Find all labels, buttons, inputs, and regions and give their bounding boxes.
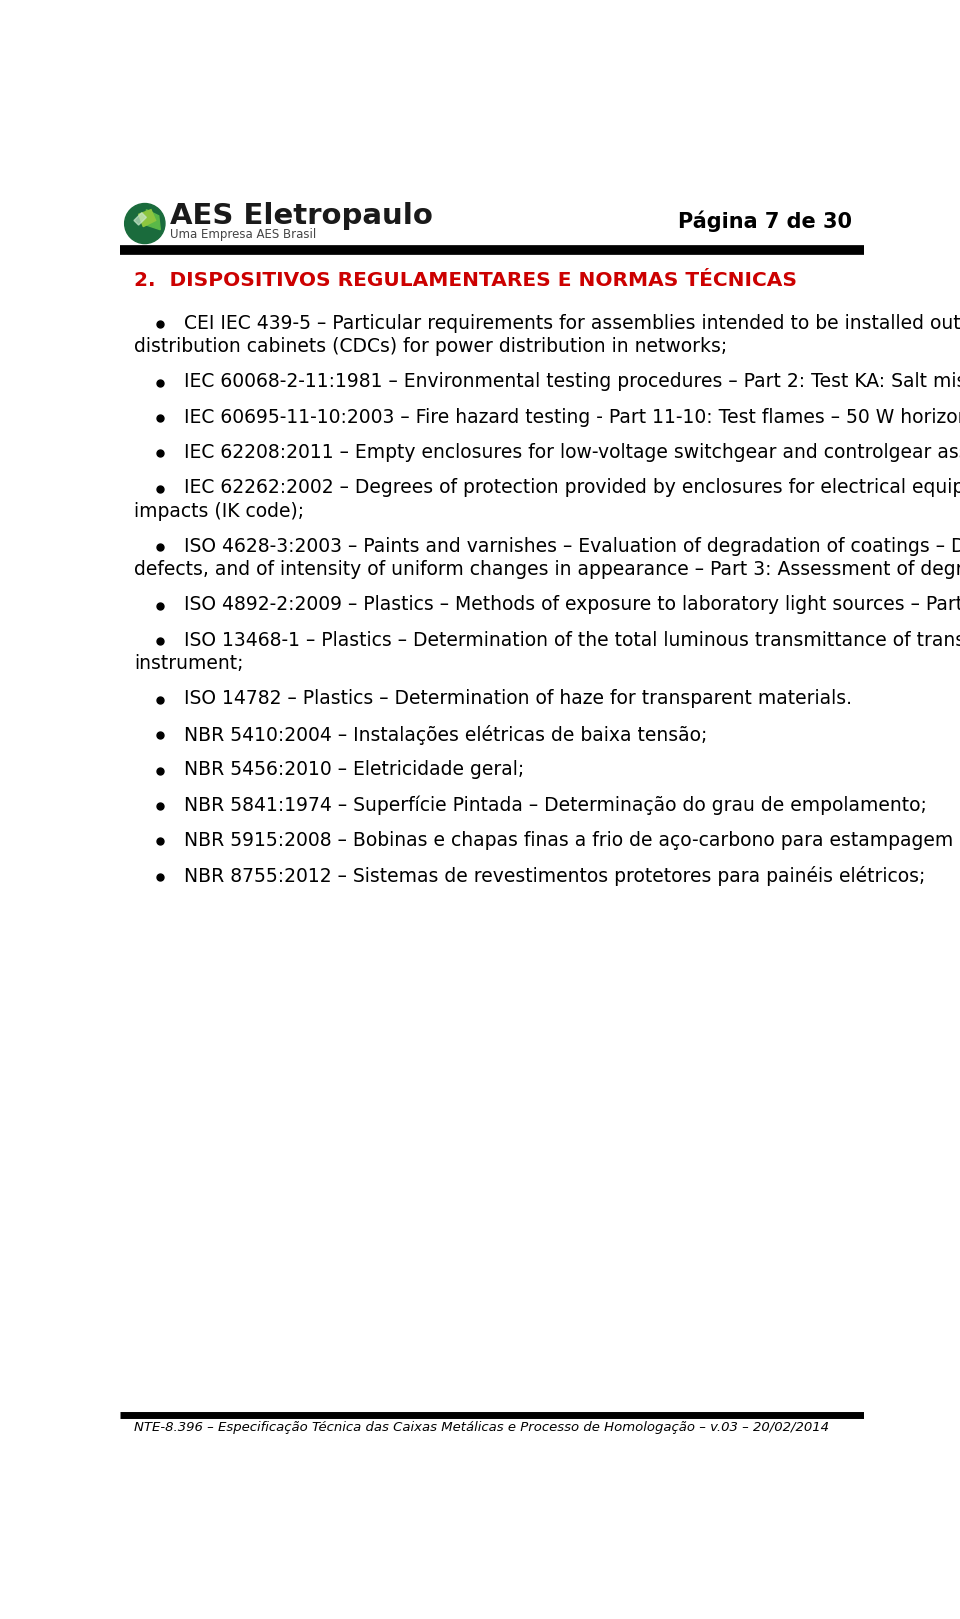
Text: NBR 5915:2008 – Bobinas e chapas finas a frio de aço-carbono para estampagem – E: NBR 5915:2008 – Bobinas e chapas finas a…	[183, 831, 960, 850]
Polygon shape	[134, 212, 146, 225]
Text: IEC 60068-2-11:1981 – Environmental testing procedures – Part 2: Test KA: Salt m: IEC 60068-2-11:1981 – Environmental test…	[183, 372, 960, 392]
Text: NBR 5410:2004 – Instalações elétricas de baixa tensão;: NBR 5410:2004 – Instalações elétricas de…	[183, 725, 707, 745]
Text: NTE-8.396 – Especificação Técnica das Caixas Metálicas e Processo de Homologação: NTE-8.396 – Especificação Técnica das Ca…	[134, 1421, 828, 1434]
Text: CEI IEC 439-5 – Particular requirements for assemblies intended to be installed : CEI IEC 439-5 – Particular requirements …	[183, 314, 960, 332]
Text: distribution cabinets (CDCs) for power distribution in networks;: distribution cabinets (CDCs) for power d…	[134, 337, 728, 356]
Text: 2.  DISPOSITIVOS REGULAMENTARES E NORMAS TÉCNICAS: 2. DISPOSITIVOS REGULAMENTARES E NORMAS …	[134, 272, 797, 290]
Text: ISO 13468-1 – Plastics – Determination of the total luminous transmittance of tr: ISO 13468-1 – Plastics – Determination o…	[183, 631, 960, 649]
Circle shape	[125, 204, 165, 243]
Text: IEC 62262:2002 – Degrees of protection provided by enclosures for electrical equ: IEC 62262:2002 – Degrees of protection p…	[183, 478, 960, 497]
Text: NBR 8755:2012 – Sistemas de revestimentos protetores para painéis elétricos;: NBR 8755:2012 – Sistemas de revestimento…	[183, 866, 924, 887]
Polygon shape	[138, 210, 156, 227]
Text: defects, and of intensity of uniform changes in appearance – Part 3: Assessment : defects, and of intensity of uniform cha…	[134, 560, 960, 580]
Text: ISO 14782 – Plastics – Determination of haze for transparent materials.: ISO 14782 – Plastics – Determination of …	[183, 690, 852, 709]
Text: NBR 5456:2010 – Eletricidade geral;: NBR 5456:2010 – Eletricidade geral;	[183, 761, 524, 779]
Text: AES Eletropaulo: AES Eletropaulo	[170, 202, 433, 230]
Text: IEC 60695-11-10:2003 – Fire hazard testing - Part 11-10: Test flames – 50 W hori: IEC 60695-11-10:2003 – Fire hazard testi…	[183, 408, 960, 426]
Text: impacts (IK code);: impacts (IK code);	[134, 502, 304, 521]
Text: Uma Empresa AES Brasil: Uma Empresa AES Brasil	[170, 228, 317, 241]
Polygon shape	[146, 210, 160, 230]
Text: Página 7 de 30: Página 7 de 30	[679, 210, 852, 232]
Text: ISO 4892-2:2009 – Plastics – Methods of exposure to laboratory light sources – P: ISO 4892-2:2009 – Plastics – Methods of …	[183, 596, 960, 615]
Text: instrument;: instrument;	[134, 654, 244, 674]
Text: NBR 5841:1974 – Superfície Pintada – Determinação do grau de empolamento;: NBR 5841:1974 – Superfície Pintada – Det…	[183, 795, 926, 814]
Text: ISO 4628-3:2003 – Paints and varnishes – Evaluation of degradation of coatings –: ISO 4628-3:2003 – Paints and varnishes –…	[183, 538, 960, 555]
Text: IEC 62208:2011 – Empty enclosures for low-voltage switchgear and controlgear ass: IEC 62208:2011 – Empty enclosures for lo…	[183, 444, 960, 461]
